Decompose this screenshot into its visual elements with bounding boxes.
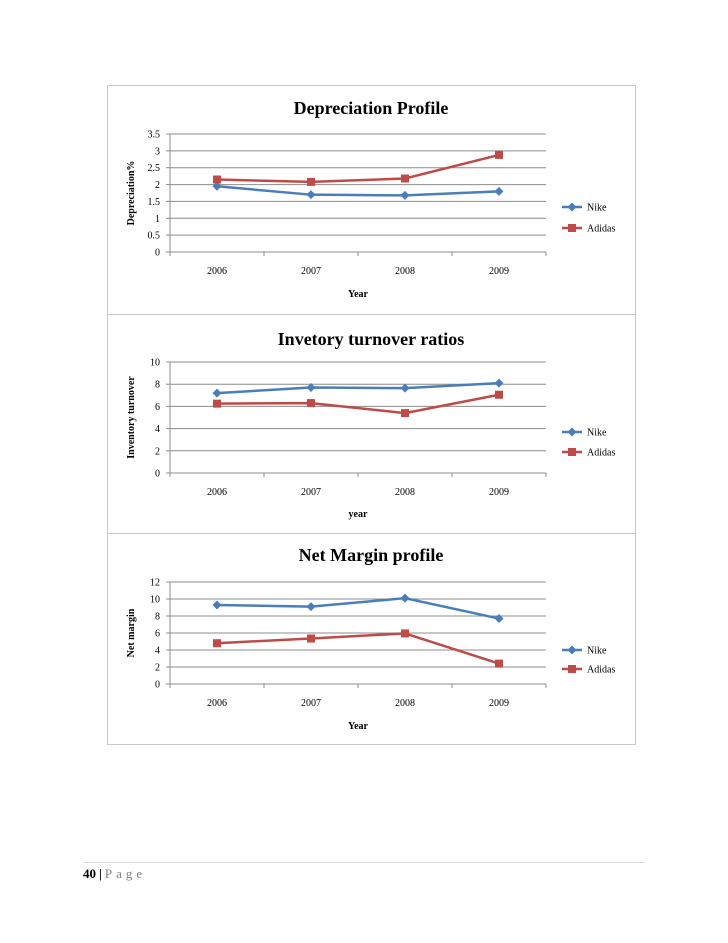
y-tick-label: 4	[155, 646, 160, 657]
y-tick-label: 0	[155, 469, 160, 480]
y-axis-label: Net margin	[126, 608, 137, 657]
x-tick-label: 2008	[395, 487, 415, 498]
data-point	[495, 659, 503, 668]
legend-marker	[568, 448, 576, 456]
data-point	[495, 390, 503, 399]
legend-label: Adidas	[587, 448, 615, 459]
page-label: Page	[104, 866, 147, 881]
x-tick-label: 2006	[207, 266, 227, 277]
chart-separator	[107, 533, 636, 534]
data-point	[495, 150, 503, 159]
data-point	[400, 593, 410, 603]
y-tick-label: 12	[150, 578, 160, 589]
series-line-adidas	[216, 153, 500, 184]
charts-frame	[107, 85, 636, 745]
y-tick-label: 10	[150, 595, 160, 606]
data-point	[306, 383, 316, 393]
x-tick-label: 2008	[395, 698, 415, 709]
data-point	[212, 181, 222, 191]
series-line-nike	[216, 381, 500, 395]
chart-title: Depreciation Profile	[294, 98, 449, 118]
data-point	[307, 177, 315, 186]
x-tick-label: 2007	[301, 487, 321, 498]
y-tick-label: 2	[155, 180, 160, 191]
x-tick-label: 2007	[301, 266, 321, 277]
y-tick-label: 6	[155, 402, 160, 413]
y-tick-label: 8	[155, 380, 160, 391]
x-axis-label: year	[349, 509, 368, 520]
x-tick-label: 2009	[489, 487, 509, 498]
x-tick-label: 2008	[395, 266, 415, 277]
x-axis-label: Year	[348, 289, 369, 300]
net-margin-chart: Net Margin profile 0 2 4 6 8 10 12 2006 2007 2008 2…	[126, 545, 615, 732]
data-point	[494, 614, 504, 624]
data-point	[212, 388, 222, 398]
y-tick-label: 3.5	[148, 130, 161, 141]
page-number: 40	[83, 866, 96, 881]
series-line-adidas	[216, 632, 500, 665]
x-tick-label: 2007	[301, 698, 321, 709]
series-line-adidas	[216, 393, 500, 415]
data-point	[306, 190, 316, 200]
data-point	[400, 190, 410, 200]
footer-separator: |	[99, 866, 102, 881]
footer-rule	[83, 862, 645, 863]
data-point	[307, 634, 315, 643]
x-tick-label: 2009	[489, 698, 509, 709]
data-point	[494, 186, 504, 196]
y-tick-label: 6	[155, 629, 160, 640]
data-point	[400, 383, 410, 393]
data-point	[213, 175, 221, 184]
y-tick-label: 2.5	[148, 163, 161, 174]
chart-title: Invetory turnover ratios	[278, 329, 465, 349]
x-tick-label: 2006	[207, 487, 227, 498]
data-point	[306, 602, 316, 612]
x-tick-label: 2006	[207, 698, 227, 709]
legend-marker	[567, 427, 577, 437]
legend-label: Adidas	[587, 665, 615, 676]
y-axis-label: Inventory turnover	[126, 376, 137, 459]
inventory-turnover-chart: Invetory turnover ratios 0 2 4 6 8 10 2006 2007 2…	[126, 329, 615, 520]
y-tick-label: 3	[155, 146, 160, 157]
legend-marker	[567, 202, 577, 212]
page-footer: 40 | Page	[83, 866, 146, 882]
legend-marker	[567, 645, 577, 655]
series-line-nike	[216, 185, 500, 197]
y-tick-label: 4	[155, 424, 160, 435]
series-line-nike	[216, 596, 500, 620]
data-point	[212, 600, 222, 610]
x-tick-label: 2009	[489, 266, 509, 277]
legend-label: Nike	[587, 203, 607, 214]
data-point	[494, 378, 504, 388]
chart-title: Net Margin profile	[299, 545, 444, 565]
data-point	[213, 399, 221, 408]
legend-label: Nike	[587, 428, 607, 439]
y-tick-label: 1	[155, 214, 160, 225]
y-tick-label: 0	[155, 248, 160, 259]
legend-label: Adidas	[587, 224, 615, 235]
data-point	[307, 399, 315, 408]
y-tick-label: 2	[155, 446, 160, 457]
data-point	[401, 174, 409, 183]
depreciation-chart: Depreciation Profile 0 0.5 1 1.5 2 2.5 3 3.5 2006…	[126, 98, 615, 300]
y-axis-label: Depreciation%	[126, 161, 137, 226]
y-tick-label: 1.5	[148, 197, 161, 208]
y-tick-label: 8	[155, 612, 160, 623]
y-tick-label: 0	[155, 680, 160, 691]
chart-separator	[107, 314, 636, 315]
data-point	[401, 409, 409, 418]
data-point	[213, 639, 221, 648]
y-tick-label: 2	[155, 663, 160, 674]
legend-marker	[568, 224, 576, 232]
y-tick-label: 0.5	[148, 231, 161, 242]
legend-label: Nike	[587, 646, 607, 657]
legend-marker	[568, 665, 576, 673]
y-tick-label: 10	[150, 358, 160, 369]
x-axis-label: Year	[348, 721, 369, 732]
data-point	[401, 629, 409, 638]
